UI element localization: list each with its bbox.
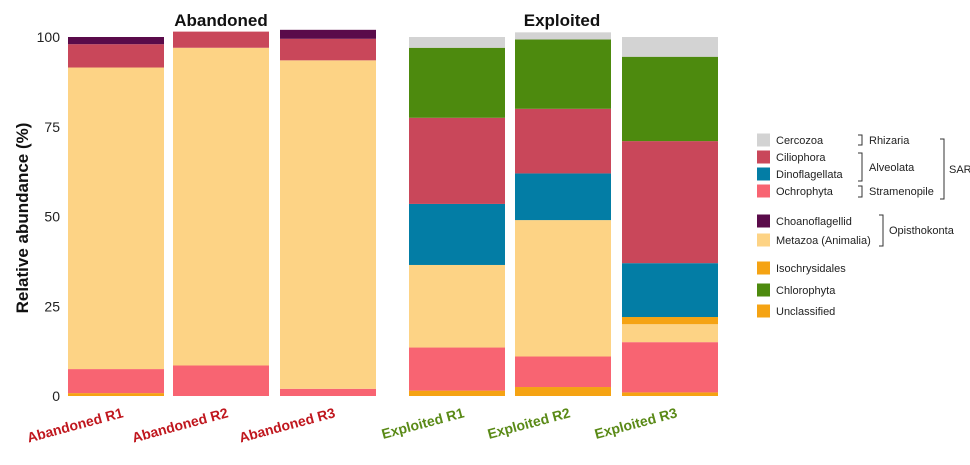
legend-label: Unclassified <box>776 306 835 318</box>
legend-label: Cercozoa <box>776 135 824 147</box>
bar-segment-unclassified <box>409 390 505 396</box>
bar-segment-ochrophyta <box>68 369 164 394</box>
y-tick-label: 0 <box>52 388 60 404</box>
panel-title-abandoned: Abandoned <box>174 11 268 30</box>
bar-segment-metazoa-animalia <box>622 324 718 343</box>
legend-swatch <box>757 133 770 147</box>
legend-swatch <box>757 304 770 318</box>
x-tick-label: Abandoned R3 <box>237 404 337 445</box>
x-tick-label: Exploited R1 <box>380 404 466 441</box>
x-tick-label: Abandoned R2 <box>130 404 230 445</box>
legend-label: Isochrysidales <box>776 263 846 275</box>
bar-segment-dinoflagellata <box>409 203 505 265</box>
panel-title-exploited: Exploited <box>524 11 601 30</box>
legend-group-label: Alveolata <box>869 162 915 174</box>
bar-segment-choanoflagellid <box>280 29 376 39</box>
bar-segment-unclassified <box>515 387 611 396</box>
legend-bracket <box>858 185 863 198</box>
legend-group-label: Stramenopile <box>869 186 934 198</box>
y-tick-label: 25 <box>44 298 60 314</box>
legend-item: Dinoflagellata <box>757 167 844 181</box>
bar-segment-ciliophora <box>515 108 611 174</box>
bar-segment-dinoflagellata <box>515 173 611 221</box>
bar-segment-ochrophyta <box>280 388 376 396</box>
bar-segment-ciliophora <box>409 117 505 204</box>
legend-item: Ciliophora <box>757 150 826 164</box>
bar-segment-chlorophyta <box>515 39 611 109</box>
y-tick-label: 100 <box>37 29 61 45</box>
bar-segment-cercozoa <box>515 32 611 40</box>
bar-segment-isochrysidales <box>622 317 718 325</box>
bar-segment-dinoflagellata <box>622 263 718 318</box>
bar-segment-cercozoa <box>409 37 505 48</box>
bar-segment-metazoa-animalia <box>515 220 611 357</box>
y-tick-label: 75 <box>44 119 60 135</box>
y-axis-label: Relative abundance (%) <box>13 123 32 314</box>
legend-swatch <box>757 233 770 247</box>
legend-bracket <box>940 138 945 200</box>
legend-item: Isochrysidales <box>757 261 846 275</box>
legend: Cercozoa Ciliophora Dinoflagellata Ochrophy… <box>757 133 970 318</box>
legend-item: Unclassified <box>757 304 835 318</box>
legend-swatch <box>757 214 770 228</box>
bar-segment-metazoa-animalia <box>173 47 269 366</box>
legend-group-label: Rhizaria <box>869 135 910 147</box>
bar-segment-ochrophyta <box>515 356 611 388</box>
bar-segment-choanoflagellid <box>68 37 164 45</box>
bar-segment-ciliophora <box>68 44 164 68</box>
bar-segment-ciliophora <box>173 31 269 48</box>
legend-group-label: SAR <box>949 164 970 176</box>
legend-swatch <box>757 184 770 198</box>
legend-item: Chlorophyta <box>757 283 836 297</box>
plot-area: 0 25 50 75 100 Abandoned R1 Abandoned R2 Abando… <box>25 29 718 445</box>
bar-segment-ochrophyta <box>409 347 505 391</box>
legend-item: Metazoa (Animalia) <box>757 233 871 247</box>
legend-item: Ochrophyta <box>757 184 834 198</box>
bar-segment-cercozoa <box>622 37 718 57</box>
legend-label: Metazoa (Animalia) <box>776 235 871 247</box>
legend-item: Cercozoa <box>757 133 824 147</box>
legend-swatch <box>757 283 770 297</box>
bar-segment-metazoa-animalia <box>280 60 376 389</box>
legend-label: Choanoflagellid <box>776 216 852 228</box>
bar-segment-chlorophyta <box>409 47 505 118</box>
legend-swatch <box>757 150 770 164</box>
bar-segment-unclassified <box>622 392 718 396</box>
y-tick-label: 50 <box>44 209 60 225</box>
legend-group-label: Opisthokonta <box>889 225 955 237</box>
bar-segment-ciliophora <box>622 141 718 264</box>
legend-swatch <box>757 167 770 181</box>
x-tick-label: Abandoned R1 <box>25 404 125 445</box>
bar-segment-ochrophyta <box>622 342 718 393</box>
legend-bracket <box>858 152 863 182</box>
legend-label: Chlorophyta <box>776 285 836 297</box>
bar-segment-ochrophyta <box>173 365 269 396</box>
legend-label: Ochrophyta <box>776 186 834 198</box>
bar-segment-metazoa-animalia <box>409 264 505 348</box>
bar-segment-metazoa-animalia <box>68 67 164 370</box>
legend-item: Choanoflagellid <box>757 214 852 228</box>
bar-segment-ciliophora <box>280 38 376 61</box>
legend-bracket <box>879 214 884 247</box>
legend-bracket <box>858 134 863 146</box>
legend-swatch <box>757 261 770 275</box>
x-tick-label: Exploited R3 <box>593 404 679 441</box>
bar-segment-unclassified <box>68 393 164 396</box>
legend-label: Dinoflagellata <box>776 169 844 181</box>
x-tick-label: Exploited R2 <box>486 404 572 441</box>
legend-label: Ciliophora <box>776 152 826 164</box>
bar-segment-chlorophyta <box>622 56 718 142</box>
